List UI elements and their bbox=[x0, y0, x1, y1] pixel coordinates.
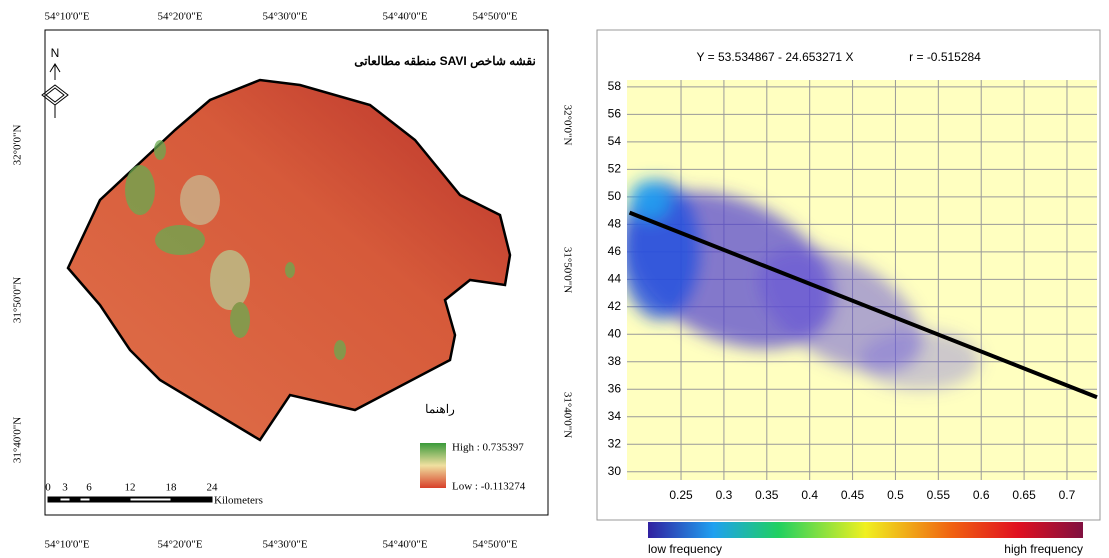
legend-ramp bbox=[420, 443, 446, 488]
left-coord-label: 32°0'0"N bbox=[12, 125, 24, 166]
right-coord-label: 31°50'0"N bbox=[561, 247, 573, 293]
colorbar-low: low frequency bbox=[648, 542, 722, 556]
y-tick-label: 52 bbox=[608, 162, 622, 176]
y-tick-label: 36 bbox=[608, 381, 622, 395]
y-tick-label: 32 bbox=[608, 436, 622, 450]
y-tick-label: 50 bbox=[608, 189, 622, 203]
legend-low: Low : -0.113274 bbox=[452, 481, 526, 493]
top-coord-label: 54°40'0"E bbox=[382, 11, 427, 23]
north-arrow bbox=[41, 63, 69, 118]
y-tick-label: 58 bbox=[608, 79, 622, 93]
bottom-coord-label: 54°40'0"E bbox=[382, 539, 427, 551]
bottom-coord-label: 54°10'0"E bbox=[44, 539, 89, 551]
x-tick-label: 0.65 bbox=[1012, 488, 1036, 502]
top-coord-label: 54°10'0"E bbox=[44, 11, 89, 23]
y-tick-label: 54 bbox=[608, 134, 622, 148]
x-tick-label: 0.55 bbox=[927, 488, 951, 502]
x-tick-label: 0.7 bbox=[1059, 488, 1076, 502]
top-coord-label: 54°20'0"E bbox=[157, 11, 202, 23]
chart-title: Y = 53.534867 - 24.653271 X bbox=[697, 50, 854, 64]
x-tick-label: 0.45 bbox=[841, 488, 865, 502]
right-coord-label: 32°0'0"N bbox=[561, 105, 573, 146]
y-tick-label: 46 bbox=[608, 244, 622, 258]
y-tick-label: 38 bbox=[608, 354, 622, 368]
x-tick-label: 0.3 bbox=[716, 488, 733, 502]
regression-line bbox=[628, 210, 1098, 400]
x-tick-label: 0.5 bbox=[887, 488, 904, 502]
scale-unit: Kilometers bbox=[214, 495, 263, 507]
bottom-coord-label: 54°50'0"E bbox=[472, 539, 517, 551]
scale-tick-label: 6 bbox=[86, 482, 92, 494]
map-title: نقشه شاخص SAVI منطقه مطالعاتی bbox=[354, 54, 536, 69]
y-tick-label: 30 bbox=[608, 464, 622, 478]
y-tick-label: 56 bbox=[608, 107, 622, 121]
y-tick-label: 34 bbox=[608, 409, 622, 423]
colorbar-high: high frequency bbox=[1004, 542, 1083, 556]
chart-subtitle: r = -0.515284 bbox=[909, 50, 981, 64]
y-tick-label: 44 bbox=[608, 271, 622, 285]
scale-tick-label: 0 bbox=[45, 482, 51, 494]
bottom-coord-label: 54°30'0"E bbox=[262, 539, 307, 551]
x-tick-label: 0.25 bbox=[669, 488, 693, 502]
scale-bar bbox=[47, 496, 213, 503]
scale-tick-label: 24 bbox=[207, 482, 219, 494]
top-coord-label: 54°50'0"E bbox=[472, 11, 517, 23]
scale-tick-label: 3 bbox=[62, 482, 68, 494]
vegetation-patches bbox=[125, 140, 346, 360]
study-area bbox=[66, 78, 512, 442]
left-coord-label: 31°50'0"N bbox=[12, 277, 24, 323]
x-tick-label: 0.35 bbox=[755, 488, 779, 502]
scale-tick-label: 18 bbox=[166, 482, 178, 494]
north-label: N bbox=[51, 46, 60, 60]
y-tick-label: 40 bbox=[608, 326, 622, 340]
right-coord-label: 31°40'0"N bbox=[561, 392, 573, 438]
y-tick-label: 42 bbox=[608, 299, 622, 313]
x-tick-label: 0.4 bbox=[801, 488, 818, 502]
legend-title: راهنما bbox=[425, 402, 455, 416]
colorbar bbox=[648, 522, 1083, 538]
scale-tick-label: 12 bbox=[125, 482, 136, 494]
left-coord-label: 31°40'0"N bbox=[12, 417, 24, 463]
y-tick-label: 48 bbox=[608, 217, 622, 231]
x-tick-label: 0.6 bbox=[973, 488, 990, 502]
bottom-coord-label: 54°20'0"E bbox=[157, 539, 202, 551]
top-coord-label: 54°30'0"E bbox=[262, 11, 307, 23]
legend-high: High : 0.735397 bbox=[452, 442, 524, 454]
